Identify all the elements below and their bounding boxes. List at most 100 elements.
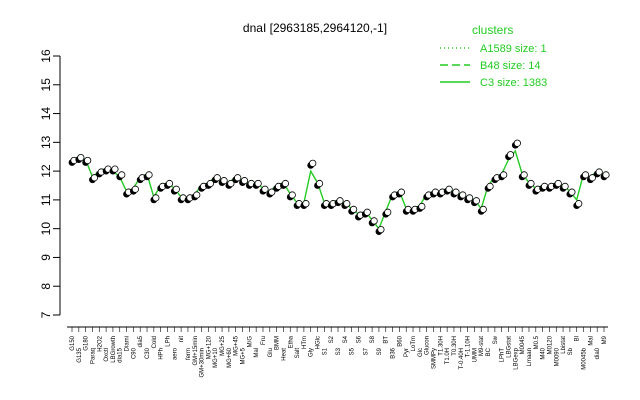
data-point-marker <box>513 139 521 147</box>
x-tick-label: G150 <box>70 335 76 350</box>
data-point-marker <box>377 225 385 234</box>
x-tick-label: M0090 <box>554 347 560 366</box>
y-tick-label: 15 <box>39 78 53 92</box>
x-tick-label: S5 <box>350 347 356 355</box>
x-tick-label: T-1.10H <box>466 336 472 357</box>
x-tick-label: Glu <box>268 348 274 357</box>
x-tick-label: Fru <box>261 336 267 345</box>
data-point-marker <box>418 202 426 211</box>
x-tick-label: HTm <box>302 336 308 349</box>
x-tick-label: M9 <box>602 335 608 344</box>
y-tick-label: 10 <box>39 222 53 236</box>
y-axis: 7 8 9 10 11 12 13 14 15 16 <box>39 49 61 318</box>
x-tick-label: T1.30H <box>438 336 444 356</box>
x-tick-label: Lbistat <box>561 336 567 354</box>
data-point-marker <box>459 191 467 199</box>
x-tick-label: M0120 <box>547 335 553 354</box>
data-point-marker <box>520 171 528 179</box>
x-tick-label: MG+45 <box>234 335 240 356</box>
x-tick-label: aero <box>172 347 178 360</box>
data-point-marker <box>131 185 139 193</box>
x-tick-label: M/G <box>247 336 253 348</box>
x-tick-label: G135 <box>77 347 83 362</box>
x-tick-label: Heat <box>281 348 287 361</box>
x-tick-label: Etha <box>288 335 294 348</box>
series-layer <box>71 149 605 231</box>
y-tick-label: 12 <box>39 164 53 178</box>
x-tick-label: BMM <box>275 336 281 350</box>
x-tick-label: C90 <box>131 347 137 359</box>
data-point-marker <box>486 182 494 190</box>
y-tick-label: 9 <box>39 254 53 261</box>
data-point-marker <box>302 200 310 208</box>
data-point-marker <box>343 200 351 208</box>
data-point-marker <box>500 171 508 179</box>
data-point-marker <box>554 179 562 188</box>
data-point-marker <box>90 174 99 182</box>
y-tick-label: 14 <box>39 107 53 121</box>
x-tick-label: MG+120 <box>206 335 212 359</box>
data-point-marker <box>336 197 344 205</box>
x-tick-label: Pyr <box>404 348 410 357</box>
x-tick-label: B60 <box>397 335 403 346</box>
data-point-marker <box>452 188 460 196</box>
data-point-marker <box>575 200 583 208</box>
x-tick-label: S7 <box>363 347 369 355</box>
data-point-marker <box>595 168 603 176</box>
x-tick-label: nit <box>179 336 185 343</box>
y-tick-label: 7 <box>39 311 53 318</box>
data-point-marker <box>581 171 590 179</box>
data-point-marker <box>240 177 249 185</box>
data-point-marker <box>479 205 487 213</box>
legend-label: B48 size: 14 <box>480 60 541 72</box>
data-point-marker <box>261 185 269 193</box>
x-tick-label: Mal <box>588 336 594 346</box>
x-tick-label: S4 <box>343 335 349 343</box>
x-tick-label: HGlc <box>316 336 322 349</box>
x-tick-label: MG+10 <box>213 347 219 368</box>
x-tick-label: S1 <box>322 347 328 355</box>
legend-label: C3 size: 1383 <box>480 77 547 89</box>
data-point-marker <box>602 171 610 179</box>
x-tick-label: MG+60 <box>227 347 233 368</box>
data-point-marker <box>220 177 228 185</box>
data-point-marker <box>363 208 371 216</box>
data-point-marker <box>213 174 221 182</box>
data-point-marker <box>227 179 235 188</box>
x-tick-label: dia0 <box>595 347 601 359</box>
x-tick-label: Sb <box>568 347 574 355</box>
data-point-marker <box>568 188 576 196</box>
legend-title: clusters <box>472 23 513 37</box>
x-tick-label: M0045b <box>582 347 588 369</box>
chart-title: dnaI [2963185,2964120,-1] <box>243 21 387 35</box>
data-point-marker <box>527 179 535 188</box>
legend: clusters A1589 size: 1 B48 size: 14 C3 s… <box>440 23 547 89</box>
data-point-marker <box>111 165 119 173</box>
x-tick-label: Paraq <box>90 348 96 364</box>
x-tick-label: UMM <box>472 348 478 362</box>
data-point-marker <box>315 179 324 188</box>
x-tick-label: S6 <box>356 335 362 343</box>
data-point-marker <box>370 217 378 225</box>
legend-label: A1589 size: 1 <box>480 43 547 55</box>
x-tick-label: M0045 <box>520 335 526 354</box>
x-tick-label: Mal <box>254 348 260 358</box>
data-point-marker <box>350 205 358 213</box>
legend-item-b48: B48 size: 14 <box>440 60 541 72</box>
data-point-marker <box>465 194 474 202</box>
x-tick-label: dia15 <box>118 347 124 362</box>
x-tick-label: M9-stat <box>479 336 485 356</box>
data-point-marker <box>281 179 290 188</box>
x-tick-label: T0.30H <box>452 336 458 356</box>
x-tick-label: S9 <box>377 347 383 355</box>
data-point-marker <box>145 171 153 179</box>
x-tick-label: Glucon <box>425 336 431 355</box>
data-point-marker <box>506 151 515 159</box>
data-point-marker <box>152 194 160 202</box>
x-tick-label: M40 <box>541 347 547 359</box>
y-tick-label: 13 <box>39 135 53 149</box>
data-point-marker <box>206 179 215 188</box>
data-point-marker <box>588 174 596 182</box>
x-tick-label: B36 <box>391 347 397 358</box>
data-point-marker <box>561 182 569 190</box>
